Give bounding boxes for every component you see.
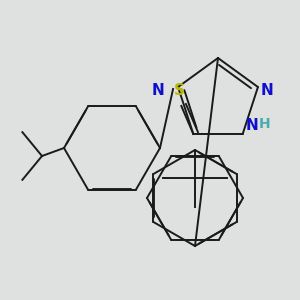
Text: N: N	[246, 118, 258, 134]
Text: N: N	[261, 82, 274, 98]
Text: S: S	[174, 83, 185, 98]
Text: H: H	[259, 117, 270, 131]
Text: N: N	[151, 82, 164, 98]
